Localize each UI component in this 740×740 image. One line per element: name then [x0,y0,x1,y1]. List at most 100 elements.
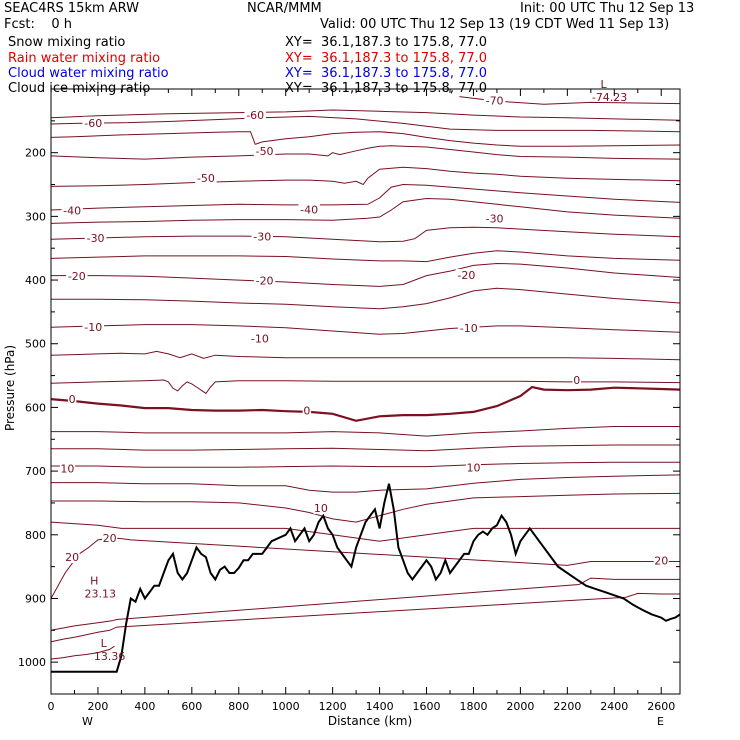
contour-label-bg [455,268,478,281]
contour-label-bg [195,172,217,185]
contour-label: 20 [103,532,117,545]
terrain-line [51,483,681,673]
contour-line [50,250,681,263]
x-end-left: W [82,715,93,728]
contour-label: -30 [486,212,504,225]
contour-line [50,385,681,422]
contour-line [51,444,680,452]
forecast-hour: Fcst: 0 h [4,17,73,32]
contour-label-bg [253,274,276,287]
y-axis-title: Pressure (hPa) [3,345,17,431]
contour-label: -50 [256,145,274,158]
field-label-snow: Snow mixing ratio [8,35,126,50]
contour-labels: -70 -60 -60 -50 -50 -40 -40 -30 -30 -30 -20 -20 -20 -… [59,94,669,567]
x-tick-label: 800 [228,700,249,713]
contour-line [50,379,681,395]
y-tick-label: 300 [25,210,46,223]
contour-line [50,592,680,643]
field-label-cloud-water: Cloud water mixing ratio [8,66,169,81]
contour-line [51,426,680,437]
contour-label: -60 [246,109,264,122]
contour-line [50,645,115,660]
extremum-value: 13.36 [94,650,126,663]
contour-label: -10 [460,322,478,335]
center-name: NCAR/MMM [247,1,322,16]
y-tick-label: 900 [25,592,46,605]
x-tick-label: 200 [87,700,108,713]
contour-label-bg [465,461,481,474]
init-time: Init: 00 UTC Thu 12 Sep 13 [520,1,695,16]
y-tick-label: 800 [25,529,46,542]
x-tick-label: 400 [134,700,155,713]
field-xy-snow: XY= 36.1,187.3 to 175.8, 77.0 [285,35,488,50]
contour-line [50,324,681,335]
contour-label: -30 [87,232,105,245]
extremum-marker: L [601,78,608,91]
contour-line [50,115,681,133]
model-title: SEAC4RS 15km ARW [4,1,140,16]
contour-line [50,109,681,121]
plot-frame [50,88,681,695]
contour-label: 10 [60,463,74,476]
contour-label-bg [251,230,273,243]
field-xy-rain: XY= 36.1,187.3 to 175.8, 77.0 [285,51,488,66]
contour-line [51,474,681,493]
contour-line [50,537,680,599]
contour-label-bg [313,502,329,515]
contour-label: -10 [251,333,269,346]
terrain-profile [51,483,681,673]
contour-label: -40 [300,203,318,216]
contour-label: -40 [63,205,81,218]
contour-line [50,145,681,160]
contour-label-bg [244,109,266,122]
plot-border [50,88,681,695]
contour-label-bg [302,404,312,417]
y-tick-label: 400 [25,274,46,287]
contour-label-bg [653,554,669,567]
contour-label-bg [59,462,75,475]
contour-label-bg [67,393,77,406]
x-tick-label: 2600 [647,700,675,713]
x-tick-label: 2000 [506,700,534,713]
contour-label-bg [249,332,271,345]
contour-label-bg [298,203,320,216]
x-axis-title: Distance (km) [328,714,412,728]
contour-line [51,492,681,523]
x-tick-label: 600 [181,700,202,713]
contour-label-bg [253,144,276,157]
contour-label-bg [483,94,506,107]
extremum-marker: H [90,575,98,588]
contour-label: -50 [197,172,215,185]
field-xy-cloud-water: XY= 36.1,187.3 to 175.8, 77.0 [285,66,488,81]
valid-time: Valid: 00 UTC Thu 12 Sep 13 (19 CDT Wed … [320,17,670,32]
contour-label: -20 [68,270,86,283]
contour-label-bg [66,270,88,283]
x-tick-label: 0 [48,700,55,713]
x-tick-label: 1600 [413,700,441,713]
contour-label: -20 [457,269,475,282]
contour-label: -60 [84,117,102,130]
contour-line [50,577,680,631]
contour-label: 20 [654,554,668,567]
contour-label: 10 [466,461,480,474]
contour-label: 10 [314,502,328,515]
contour-label-bg [64,551,80,564]
contour-label-bg [102,531,118,544]
contour-label: 0 [303,405,310,418]
contour-line [50,197,681,224]
x-tick-label: 1200 [319,700,347,713]
extremum-value: 23.13 [85,588,117,601]
extremum-value: -74.23 [592,91,627,104]
contour-label: 20 [65,551,79,564]
contour-line [50,131,681,147]
y-tick-label: 1000 [18,656,46,669]
contour-label-bg [483,212,506,225]
contour-label-bg [572,374,581,387]
contour-label: -20 [256,275,274,288]
x-tick-label: 2200 [553,700,581,713]
contour-label: -30 [253,231,271,244]
extremum-marker: L [101,637,108,650]
contour-label: 0 [573,374,580,387]
